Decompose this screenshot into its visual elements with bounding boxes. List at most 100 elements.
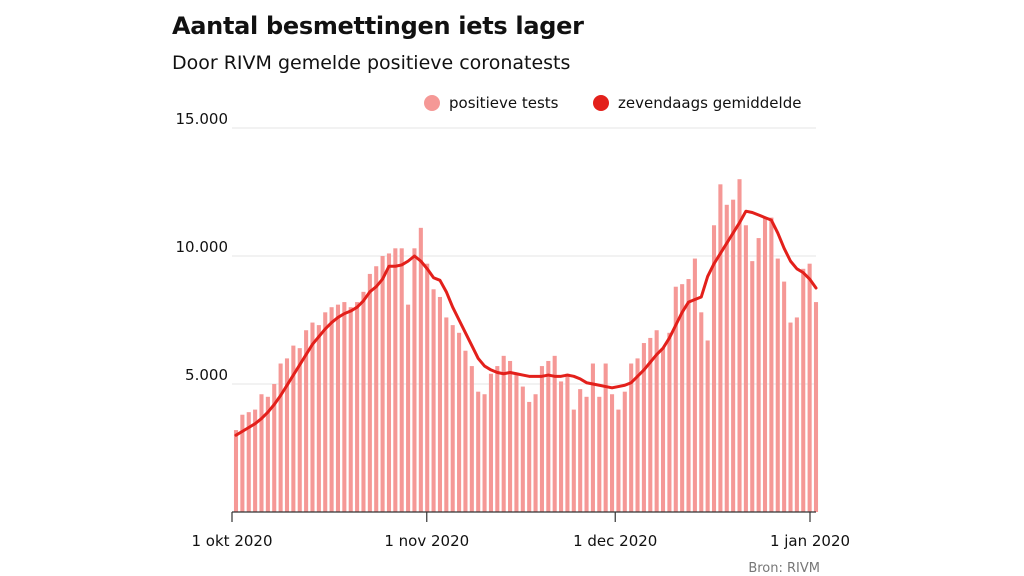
bar: [616, 409, 621, 512]
bar: [272, 384, 277, 512]
bar: [584, 396, 589, 512]
bar: [297, 348, 302, 512]
bar: [386, 253, 392, 512]
bar: [501, 355, 506, 512]
bar: [705, 340, 710, 512]
bar: [412, 248, 417, 512]
x-tick-label: 1 dec 2020: [573, 532, 657, 550]
bar: [794, 317, 799, 512]
bar: [457, 332, 462, 512]
bar: [278, 363, 283, 512]
bar: [425, 263, 430, 512]
bar: [801, 268, 806, 512]
y-tick-label: 10.000: [176, 238, 229, 256]
bar: [610, 394, 615, 512]
bar: [361, 291, 366, 512]
bar: [635, 358, 640, 512]
bar: [406, 304, 411, 512]
bar: [310, 322, 315, 512]
bar: [476, 391, 481, 512]
bar: [597, 396, 602, 512]
bar: [718, 184, 723, 512]
legend-label-zevendaags-gemiddelde: zevendaags gemiddelde: [618, 94, 801, 112]
bar: [769, 217, 774, 512]
bar: [527, 401, 532, 512]
y-tick-label: 5.000: [185, 366, 228, 384]
chart-title: Aantal besmettingen iets lager: [172, 12, 584, 40]
bar: [469, 366, 474, 512]
legend-label-positieve-tests: positieve tests: [449, 94, 559, 112]
bar: [667, 332, 672, 512]
bar: [233, 430, 239, 512]
bar: [335, 304, 341, 512]
bar: [565, 373, 570, 512]
bar: [686, 279, 691, 512]
bar: [546, 360, 551, 512]
bar: [578, 389, 583, 512]
bar: [482, 394, 487, 512]
bar: [788, 322, 793, 512]
bar: [775, 258, 780, 512]
bar: [539, 366, 544, 512]
x-tick-label: 1 jan 2020: [770, 532, 850, 550]
bar: [724, 204, 729, 513]
bar: [495, 366, 500, 512]
bar: [731, 199, 736, 512]
bar: [355, 302, 360, 512]
bar: [488, 373, 493, 512]
bar: [737, 179, 742, 512]
bar: [813, 302, 819, 512]
bar: [246, 412, 251, 512]
bar: [508, 360, 513, 512]
bar: [559, 381, 564, 512]
line-series: [234, 209, 818, 437]
y-tick-label: 15.000: [176, 110, 229, 128]
bar: [240, 414, 245, 512]
x-axis: 1 okt 2020 1 nov 2020 1 dec 2020 1 jan 2020: [192, 511, 850, 550]
bar: [807, 263, 812, 512]
bar: [265, 396, 270, 512]
bar: [641, 343, 646, 512]
bar: [680, 284, 685, 512]
bar: [253, 409, 258, 512]
bar: [329, 307, 334, 512]
bar: [342, 302, 347, 512]
bar: [571, 409, 576, 512]
bar: [399, 248, 404, 512]
bar: [450, 325, 455, 512]
bar: [743, 225, 748, 512]
bar: [463, 350, 468, 512]
bar: [629, 363, 634, 512]
bar-series: [233, 179, 819, 513]
source-note: Bron: RIVM: [748, 561, 820, 576]
bar: [259, 394, 264, 512]
bar: [367, 273, 372, 512]
chart-subtitle: Door RIVM gemelde positieve coronatests: [172, 52, 571, 74]
bar: [374, 266, 379, 512]
legend: positieve tests zevendaags gemiddelde: [424, 94, 801, 112]
bar: [431, 289, 436, 512]
bar: [533, 394, 538, 512]
bar: [520, 386, 525, 512]
bar: [291, 345, 296, 512]
bar: [552, 355, 557, 512]
bar: [750, 261, 755, 512]
legend-swatch-positieve-tests: [424, 95, 440, 111]
bar: [654, 330, 659, 512]
bar: [323, 312, 328, 512]
bar: [380, 256, 385, 512]
bar: [590, 363, 595, 512]
bar: [437, 296, 442, 512]
legend-swatch-zevendaags-gemiddelde: [593, 95, 609, 111]
bar: [660, 348, 666, 512]
bar: [622, 391, 627, 512]
bar: [393, 248, 398, 512]
bar: [284, 358, 290, 512]
bar: [699, 312, 704, 512]
bar: [316, 325, 321, 512]
y-axis-labels: 5.000 10.000 15.000: [176, 110, 229, 384]
bar: [514, 373, 519, 512]
x-tick-label: 1 nov 2020: [384, 532, 469, 550]
bar: [304, 330, 309, 512]
